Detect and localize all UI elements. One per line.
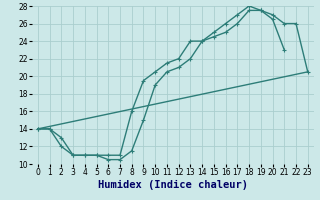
- X-axis label: Humidex (Indice chaleur): Humidex (Indice chaleur): [98, 180, 248, 190]
